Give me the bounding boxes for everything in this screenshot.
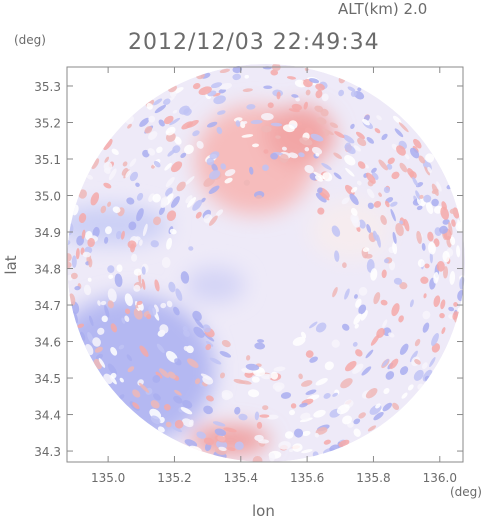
y-tick-label: 35.3	[34, 80, 61, 94]
y-tick-label: 34.8	[34, 263, 61, 277]
y-unit: (deg)	[14, 33, 46, 47]
x-tick-label: 136.0	[423, 471, 457, 485]
radar-field	[67, 64, 465, 462]
y-tick-label: 34.7	[34, 299, 61, 313]
y-tick-label: 35.0	[34, 190, 61, 204]
x-axis-label: lon	[252, 502, 275, 520]
y-tick-label: 35.1	[34, 153, 61, 167]
y-tick-label: 35.2	[34, 116, 61, 130]
y-tick-label: 34.9	[34, 226, 61, 240]
x-tick-label: 135.8	[356, 471, 390, 485]
x-tick-label: 135.6	[290, 471, 324, 485]
y-tick-label: 34.4	[34, 409, 61, 423]
y-axis-label: lat	[2, 255, 20, 274]
y-tick-label: 34.5	[34, 372, 61, 386]
plot-frame	[66, 66, 464, 463]
y-tick-label: 34.6	[34, 336, 61, 350]
chart-title: 2012/12/03 22:49:34	[128, 30, 380, 55]
x-tick-label: 135.2	[157, 471, 191, 485]
field-speckles	[67, 64, 465, 462]
y-tick-label: 34.3	[34, 445, 61, 459]
x-unit: (deg)	[450, 485, 482, 499]
altitude-label: ALT(km) 2.0	[338, 0, 427, 18]
x-tick-label: 135.0	[91, 471, 125, 485]
x-tick-label: 135.4	[224, 471, 258, 485]
